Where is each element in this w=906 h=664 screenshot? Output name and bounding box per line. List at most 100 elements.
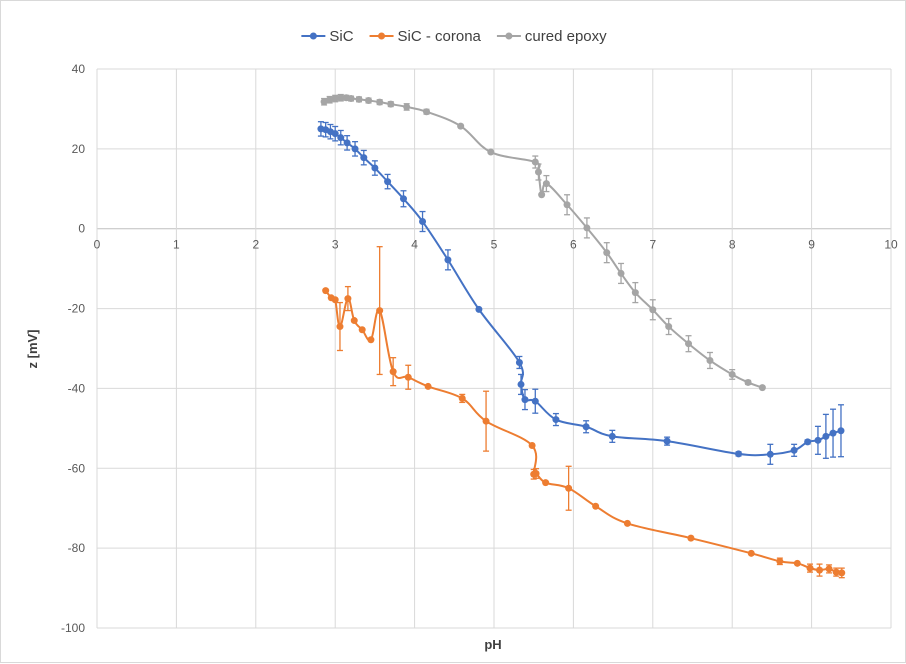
data-point (331, 296, 339, 304)
y-tick-label: -100 (61, 621, 85, 635)
data-point (424, 382, 432, 390)
x-tick-label: 6 (570, 238, 577, 252)
legend-label: SiC (329, 28, 353, 45)
x-tick-label: 3 (332, 238, 339, 252)
legend-marker (505, 32, 513, 40)
data-point (482, 417, 490, 425)
data-point (528, 442, 536, 450)
data-point (603, 249, 611, 257)
series-sic-corona (322, 246, 846, 579)
data-point (829, 429, 837, 437)
data-point (816, 566, 824, 574)
data-point (358, 326, 366, 334)
data-point (487, 148, 495, 156)
data-point (623, 519, 631, 527)
x-tick-label: 2 (252, 238, 259, 252)
y-tick-label: -80 (68, 541, 86, 555)
data-point (337, 134, 345, 142)
legend-label: cured epoxy (525, 28, 607, 45)
y-tick-label: -20 (68, 302, 86, 316)
axis-tick-labels: 40 20 0 -20 -40 -60 -80 -100 0 1 2 3 4 5 6 7 8 9 10 (61, 62, 898, 635)
data-point (806, 564, 814, 572)
data-point (515, 358, 523, 366)
data-point (728, 370, 736, 378)
data-point (403, 103, 411, 111)
data-point (804, 438, 812, 446)
data-point (608, 432, 616, 440)
data-point (592, 502, 600, 510)
data-point (419, 218, 427, 226)
data-point (521, 396, 529, 404)
legend-marker (309, 32, 317, 40)
data-point (344, 295, 352, 303)
data-point (552, 416, 560, 424)
data-point (837, 427, 845, 435)
data-point (531, 158, 539, 166)
data-point (685, 340, 693, 348)
data-point (331, 130, 339, 138)
data-point (517, 380, 525, 388)
data-point (326, 96, 334, 104)
data-point (531, 397, 539, 405)
data-point (825, 565, 833, 573)
data-point (371, 164, 379, 172)
data-point (322, 287, 330, 295)
legend-item-sic: SiC (301, 28, 354, 45)
data-point (532, 469, 540, 477)
series-line-sic-corona (324, 289, 842, 574)
data-point (347, 95, 355, 103)
data-point (790, 446, 798, 454)
data-point (583, 224, 591, 232)
y-tick-label: 0 (78, 222, 85, 236)
data-point (832, 568, 840, 576)
data-point (423, 108, 431, 116)
y-tick-label: 20 (72, 142, 86, 156)
y-axis-title: z [mV] (25, 330, 40, 369)
x-tick-label: 0 (94, 238, 101, 252)
data-point (350, 317, 358, 325)
data-point (376, 98, 384, 106)
data-point (542, 479, 550, 487)
data-point (475, 305, 483, 313)
data-point (444, 256, 452, 264)
data-point (336, 323, 344, 331)
data-point (360, 154, 368, 162)
legend-item-cured-epoxy: cured epoxy (496, 28, 607, 45)
series-cured-epoxy (320, 93, 766, 392)
legend-item-sic-corona: SiC - corona (369, 28, 482, 45)
data-point (758, 384, 766, 392)
data-point (582, 423, 590, 431)
y-tick-label: -40 (68, 381, 86, 395)
data-point (617, 269, 625, 277)
data-point (367, 336, 375, 344)
data-point (384, 178, 392, 186)
data-point (766, 450, 774, 458)
x-tick-label: 9 (808, 238, 815, 252)
x-tick-label: 5 (491, 238, 498, 252)
x-tick-label: 8 (729, 238, 736, 252)
data-point (822, 432, 830, 440)
data-point (534, 168, 542, 176)
legend: SiC SiC - corona cured epoxy (301, 28, 607, 45)
data-point (631, 289, 639, 297)
data-point (542, 180, 550, 188)
data-point (744, 378, 752, 386)
data-point (814, 436, 822, 444)
data-point (838, 569, 846, 577)
data-point (687, 534, 695, 542)
data-point (665, 323, 673, 331)
series-layer (317, 93, 846, 579)
x-tick-label: 10 (884, 238, 898, 252)
data-point (376, 307, 384, 315)
y-tick-label: -60 (68, 461, 86, 475)
data-point (331, 95, 339, 103)
data-point (649, 306, 657, 314)
series-line-sic (320, 127, 842, 457)
data-point (747, 549, 755, 557)
data-point (365, 97, 373, 105)
data-point (458, 394, 466, 402)
data-point (337, 94, 345, 102)
data-point (389, 368, 397, 376)
data-point (663, 437, 671, 445)
